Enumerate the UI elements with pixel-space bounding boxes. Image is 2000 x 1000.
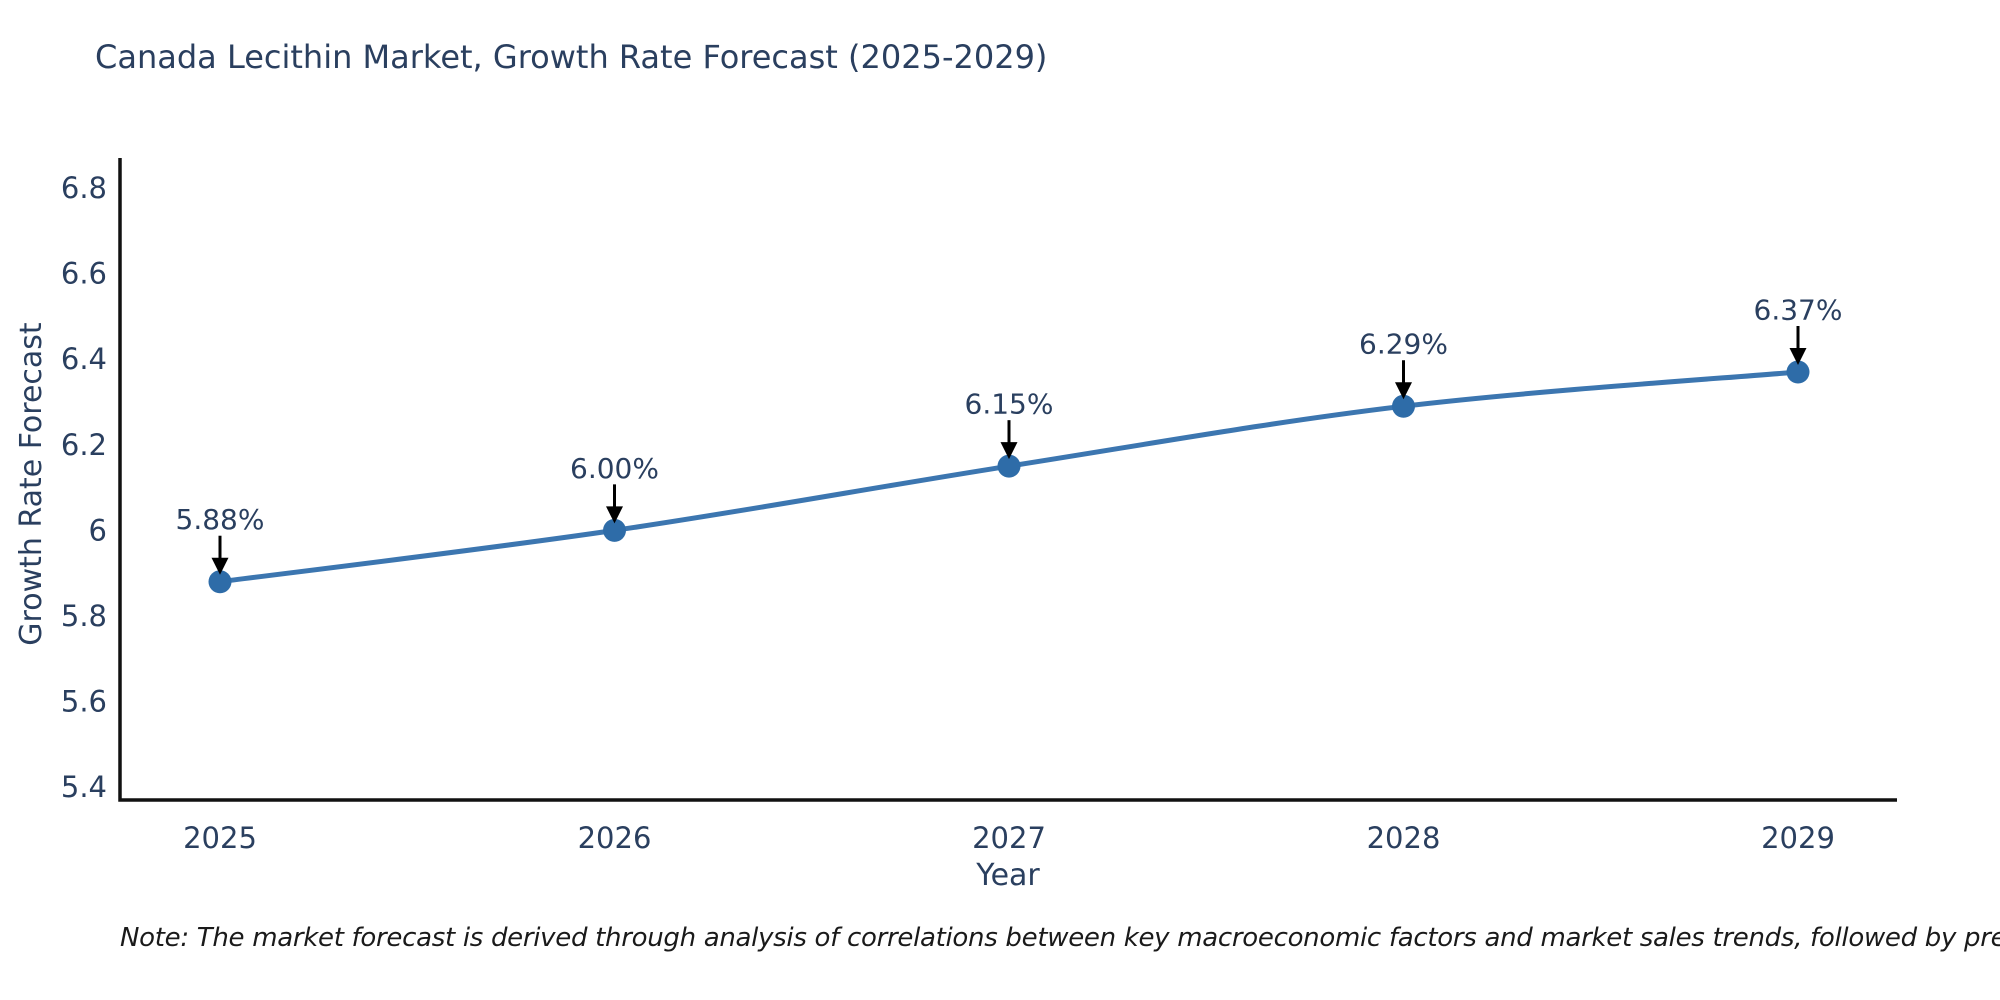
point-annotation-label: 6.00% <box>570 452 659 485</box>
data-point[interactable] <box>1392 394 1415 418</box>
point-annotation-label: 6.29% <box>1359 328 1448 361</box>
y-tick-label: 6.8 <box>61 171 107 205</box>
x-tick-label: 2025 <box>183 821 257 855</box>
data-point[interactable] <box>208 570 232 594</box>
x-tick-label: 2027 <box>972 821 1046 855</box>
y-tick-label: 5.4 <box>61 770 107 804</box>
annotation-arrowhead <box>1395 382 1412 400</box>
point-annotation-label: 6.15% <box>965 388 1054 421</box>
data-point[interactable] <box>997 454 1021 478</box>
y-tick-label: 5.6 <box>61 685 107 719</box>
y-tick-label: 5.8 <box>61 599 107 633</box>
data-point[interactable] <box>603 518 626 542</box>
x-tick-label: 2028 <box>1367 821 1441 855</box>
footnote: Note: The market forecast is derived thr… <box>120 923 2000 953</box>
y-tick-label: 6.4 <box>61 342 107 376</box>
data-point[interactable] <box>1786 360 1810 384</box>
point-annotation-label: 6.37% <box>1754 294 1843 327</box>
point-annotation-label: 5.88% <box>176 503 265 536</box>
x-tick-label: 2029 <box>1761 821 1835 855</box>
annotation-arrowhead <box>606 506 623 524</box>
x-axis-title: Year <box>976 858 1040 893</box>
annotation-arrowhead <box>1000 442 1018 460</box>
y-tick-label: 6.2 <box>61 428 107 462</box>
annotation-arrowhead <box>211 557 229 575</box>
y-tick-label: 6 <box>89 513 107 547</box>
annotation-arrowhead <box>1789 348 1807 365</box>
axis-lines <box>118 158 1897 802</box>
y-tick-label: 6.6 <box>61 257 107 291</box>
x-tick-label: 2026 <box>578 821 652 855</box>
chart-title: Canada Lecithin Market, Growth Rate Fore… <box>95 38 1048 76</box>
